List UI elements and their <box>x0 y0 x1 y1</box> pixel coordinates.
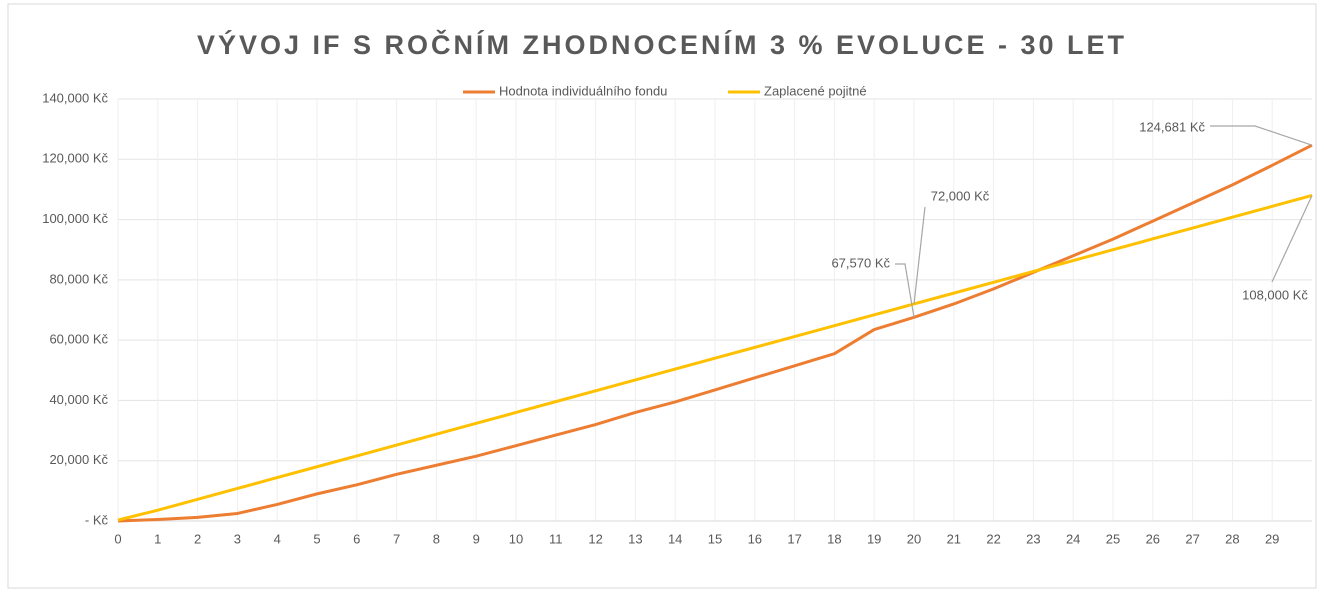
y-tick-label: 40,000 Kč <box>49 392 108 407</box>
x-tick-label: 19 <box>867 531 881 546</box>
y-tick-label: 140,000 Kč <box>42 90 108 105</box>
x-tick-label: 23 <box>1026 531 1040 546</box>
x-tick-label: 16 <box>748 531 762 546</box>
leader-line <box>913 206 926 305</box>
series-line <box>117 194 1313 522</box>
y-tick-label: - Kč <box>85 512 109 527</box>
data-label: 108,000 Kč <box>1242 287 1308 302</box>
x-tick-label: 18 <box>827 531 841 546</box>
data-label: 124,681 Kč <box>1139 119 1205 134</box>
x-tick-label: 13 <box>628 531 642 546</box>
chart-title: VÝVOJ IF S ROČNÍM ZHODNOCENÍM 3 % EVOLUC… <box>197 29 1127 60</box>
x-tick-label: 26 <box>1146 531 1160 546</box>
y-tick-label: 60,000 Kč <box>49 332 108 347</box>
y-tick-label: 100,000 Kč <box>42 211 108 226</box>
x-tick-label: 29 <box>1265 531 1279 546</box>
x-tick-label: 22 <box>986 531 1000 546</box>
leader-line <box>1271 195 1313 283</box>
leader-line <box>895 263 915 318</box>
series-line <box>117 143 1313 523</box>
x-tick-label: 24 <box>1066 531 1080 546</box>
x-tick-label: 14 <box>668 531 682 546</box>
x-tick-label: 5 <box>313 531 320 546</box>
y-tick-label: 20,000 Kč <box>49 452 108 467</box>
data-label: 72,000 Kč <box>931 188 990 203</box>
x-tick-label: 27 <box>1185 531 1199 546</box>
x-tick-label: 28 <box>1225 531 1239 546</box>
legend-label: Zaplacené pojitné <box>764 83 867 98</box>
x-tick-label: 25 <box>1106 531 1120 546</box>
x-tick-label: 15 <box>708 531 722 546</box>
x-tick-label: 6 <box>353 531 360 546</box>
x-tick-label: 4 <box>274 531 281 546</box>
x-tick-label: 9 <box>473 531 480 546</box>
x-tick-label: 3 <box>234 531 241 546</box>
x-tick-label: 12 <box>588 531 602 546</box>
x-tick-label: 21 <box>947 531 961 546</box>
y-tick-label: 80,000 Kč <box>49 271 108 286</box>
x-tick-label: 2 <box>194 531 201 546</box>
x-tick-label: 20 <box>907 531 921 546</box>
x-tick-label: 17 <box>787 531 801 546</box>
leader-line <box>1210 125 1313 146</box>
x-tick-label: 0 <box>114 531 121 546</box>
legend-label: Hodnota individuálního fondu <box>499 83 667 98</box>
y-tick-label: 120,000 Kč <box>42 151 108 166</box>
data-label: 67,570 Kč <box>831 255 890 270</box>
x-tick-label: 8 <box>433 531 440 546</box>
x-tick-label: 7 <box>393 531 400 546</box>
x-tick-label: 10 <box>509 531 523 546</box>
x-tick-label: 1 <box>154 531 161 546</box>
x-tick-label: 11 <box>549 531 563 546</box>
